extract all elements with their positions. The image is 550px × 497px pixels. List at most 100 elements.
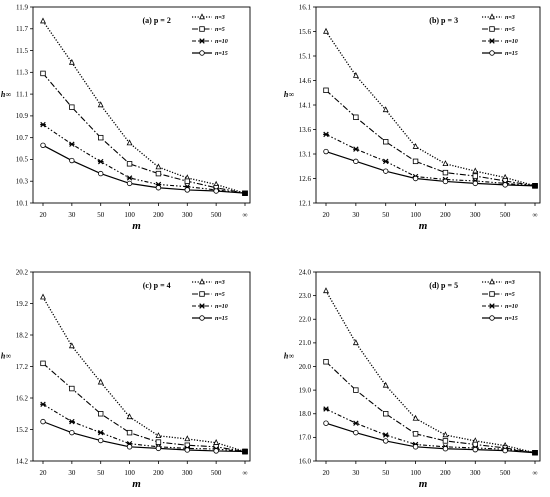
- series-line: [325, 290, 536, 454]
- panel-title: (c) p = 4: [143, 281, 171, 290]
- data-point: [69, 141, 75, 147]
- x-tick-label: 300: [182, 469, 193, 477]
- data-point: [126, 444, 133, 450]
- x-tick-label: 200: [153, 469, 164, 477]
- y-tick-label: 20.0: [299, 363, 312, 371]
- legend-entry: n=3: [215, 280, 225, 286]
- legend-entry: n=5: [215, 292, 225, 298]
- x-tick-label: 50: [97, 211, 105, 219]
- data-point: [40, 70, 46, 77]
- y-tick-label: 14.1: [299, 101, 312, 109]
- x-tick-label: 20: [40, 211, 48, 219]
- y-tick-label: 13.6: [299, 126, 312, 134]
- data-point: [155, 163, 162, 170]
- x-tick-label: 500: [211, 211, 222, 219]
- x-tick-label: 100: [410, 211, 421, 219]
- legend: n=3 n=5 n=10 n=15: [192, 13, 228, 57]
- data-point: [323, 148, 329, 155]
- x-tick-label: 30: [352, 469, 360, 477]
- y-tick-label: 18.0: [299, 410, 312, 418]
- data-point: [213, 188, 219, 194]
- series-n=15: [40, 418, 248, 455]
- data-point: [412, 414, 419, 421]
- data-point: [69, 418, 75, 425]
- series-n=15: [323, 420, 538, 456]
- data-point: [184, 178, 190, 184]
- series-line: [325, 89, 536, 187]
- x-tick-label: 20: [40, 469, 48, 477]
- series-line: [42, 296, 246, 453]
- legend-marker: [489, 303, 495, 309]
- x-tick-label: 30: [68, 211, 76, 219]
- data-point: [126, 413, 133, 420]
- data-point: [352, 339, 359, 346]
- y-tick-label: 14.2: [16, 457, 29, 465]
- y-tick-label: 11.9: [16, 3, 28, 11]
- data-point: [532, 183, 538, 189]
- data-point: [184, 447, 190, 453]
- series-line: [325, 31, 536, 187]
- legend-entry: n=3: [215, 15, 225, 21]
- y-tick-label: 11.3: [16, 69, 28, 77]
- data-point: [40, 401, 46, 408]
- data-point: [155, 439, 162, 445]
- data-point: [442, 431, 449, 438]
- x-tick-label: 200: [440, 211, 451, 219]
- data-point: [69, 385, 75, 392]
- data-point: [40, 418, 46, 425]
- data-point: [40, 121, 46, 128]
- data-point: [126, 180, 133, 187]
- data-point: [155, 432, 162, 439]
- data-point: [323, 131, 329, 138]
- y-tick-label: 15.2: [16, 426, 29, 434]
- legend-entry: n=15: [505, 316, 518, 322]
- y-axis-label: h∞: [284, 352, 294, 361]
- legend-entry: n=3: [505, 15, 515, 21]
- legend-marker: [489, 13, 495, 20]
- legend-marker: [199, 291, 205, 297]
- x-tick-label: 100: [124, 469, 135, 477]
- legend-marker: [199, 278, 205, 285]
- x-tick-label: 500: [211, 469, 222, 477]
- data-point: [472, 167, 479, 174]
- data-point: [383, 411, 389, 417]
- data-point: [126, 161, 133, 167]
- y-axis-label: h∞: [1, 90, 11, 99]
- panel-title: (a) p = 2: [143, 16, 171, 25]
- legend-marker: [199, 315, 205, 321]
- x-tick-label: 200: [440, 469, 451, 477]
- legend-marker: [489, 278, 495, 285]
- data-point: [98, 411, 104, 417]
- data-point: [97, 158, 104, 165]
- data-point: [69, 429, 75, 436]
- data-point: [184, 187, 190, 193]
- y-tick-label: 10.1: [16, 199, 29, 207]
- series-line: [42, 421, 246, 453]
- data-point: [68, 58, 75, 65]
- series-line: [325, 408, 536, 454]
- data-point: [184, 435, 191, 442]
- data-point: [472, 173, 478, 179]
- data-point: [323, 406, 329, 412]
- data-point: [353, 420, 359, 426]
- x-tick-label: 500: [500, 211, 511, 219]
- x-axis-label: m: [132, 220, 141, 232]
- data-point: [242, 190, 248, 196]
- y-tick-label: 12.6: [299, 175, 312, 183]
- legend-entry: n=10: [215, 39, 228, 45]
- y-tick-label: 16.1: [299, 3, 312, 11]
- y-tick-label: 10.9: [16, 112, 29, 120]
- x-tick-label: 30: [352, 211, 360, 219]
- data-point: [323, 87, 329, 93]
- x-axis-label: m: [132, 478, 141, 490]
- data-point: [155, 170, 162, 177]
- data-point: [69, 157, 75, 164]
- data-point: [472, 441, 478, 448]
- data-point: [40, 142, 46, 148]
- panel-title: (b) p = 3: [429, 16, 458, 25]
- x-tick-label: 100: [124, 211, 135, 219]
- data-point: [383, 139, 389, 145]
- data-point: [532, 450, 538, 456]
- series-n=15: [323, 148, 538, 189]
- series-n=5: [323, 87, 538, 189]
